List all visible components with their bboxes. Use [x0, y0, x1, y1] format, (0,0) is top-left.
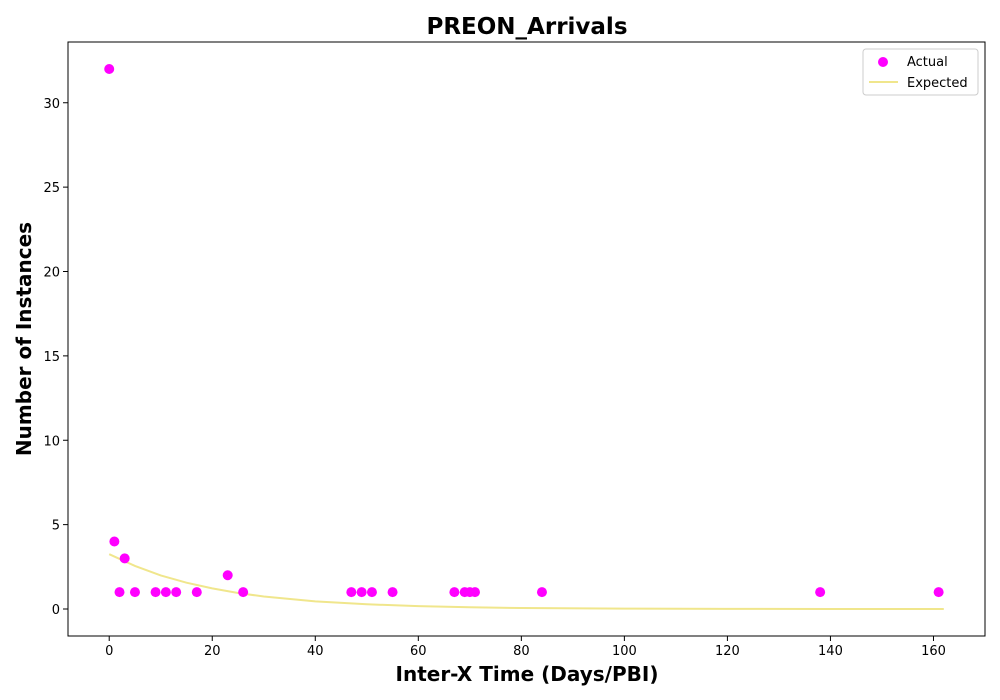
- data-point-actual: [191, 587, 202, 598]
- y-tick-label: 25: [43, 181, 60, 196]
- x-tick-label: 160: [921, 644, 946, 659]
- y-tick-label: 0: [52, 603, 60, 618]
- data-point-actual: [160, 587, 171, 598]
- data-point-actual: [366, 587, 377, 598]
- data-point-actual: [119, 553, 130, 564]
- data-point-actual: [469, 587, 480, 598]
- legend: Actual Expected: [862, 48, 979, 96]
- plot-frame: [67, 41, 986, 637]
- data-point-actual: [815, 587, 826, 598]
- chart-title: PREON_Arrivals: [426, 14, 627, 40]
- expected-line: [108, 553, 944, 610]
- y-tick-label: 10: [43, 434, 60, 449]
- data-point-actual: [933, 587, 944, 598]
- x-tick-label: 0: [105, 644, 113, 659]
- x-tick-label: 140: [818, 644, 843, 659]
- x-tick-label: 100: [612, 644, 637, 659]
- data-point-actual: [536, 587, 547, 598]
- x-tick-label: 120: [715, 644, 740, 659]
- data-point-actual: [356, 587, 367, 598]
- data-point-actual: [222, 570, 233, 581]
- legend-label-actual: Actual: [907, 55, 948, 70]
- data-point-actual: [114, 587, 125, 598]
- legend-marker-actual: [878, 57, 888, 67]
- data-point-actual: [109, 536, 120, 547]
- data-point-actual: [129, 587, 140, 598]
- data-point-actual: [346, 587, 357, 598]
- data-point-actual: [387, 587, 398, 598]
- data-point-actual: [171, 587, 182, 598]
- legend-box: [862, 48, 979, 96]
- x-axis-label: Inter-X Time (Days/PBI): [396, 662, 659, 686]
- x-tick-label: 20: [204, 644, 221, 659]
- data-point-actual: [104, 64, 115, 74]
- y-tick-label: 30: [43, 97, 60, 112]
- y-tick-label: 15: [43, 350, 60, 365]
- x-tick-label: 40: [307, 644, 324, 659]
- x-tick-label: 60: [410, 644, 427, 659]
- data-point-actual: [449, 587, 460, 598]
- legend-label-expected: Expected: [907, 76, 968, 91]
- plot-area: 0 20 40 60 80 100 120 140 160 0 5 10 15 20 25 30: [43, 41, 986, 659]
- x-tick-label: 80: [513, 644, 530, 659]
- y-tick-label: 5: [52, 519, 60, 534]
- y-axis-label: Number of Instances: [12, 222, 36, 456]
- data-point-actual: [238, 587, 249, 598]
- y-tick-label: 20: [43, 266, 60, 281]
- data-point-actual: [150, 587, 161, 598]
